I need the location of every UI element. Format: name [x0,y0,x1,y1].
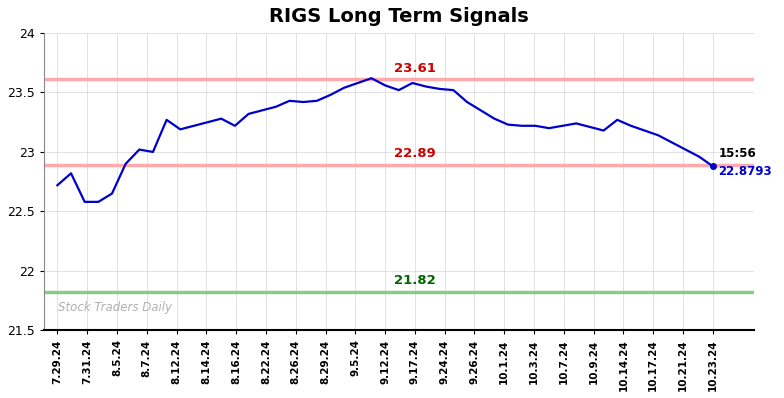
Text: 15:56: 15:56 [718,147,756,160]
Text: 23.61: 23.61 [394,62,436,75]
Text: Stock Traders Daily: Stock Traders Daily [58,301,172,314]
Text: 21.82: 21.82 [394,275,436,287]
Title: RIGS Long Term Signals: RIGS Long Term Signals [269,7,528,26]
Text: 22.8793: 22.8793 [718,164,772,178]
Text: 22.89: 22.89 [394,147,436,160]
